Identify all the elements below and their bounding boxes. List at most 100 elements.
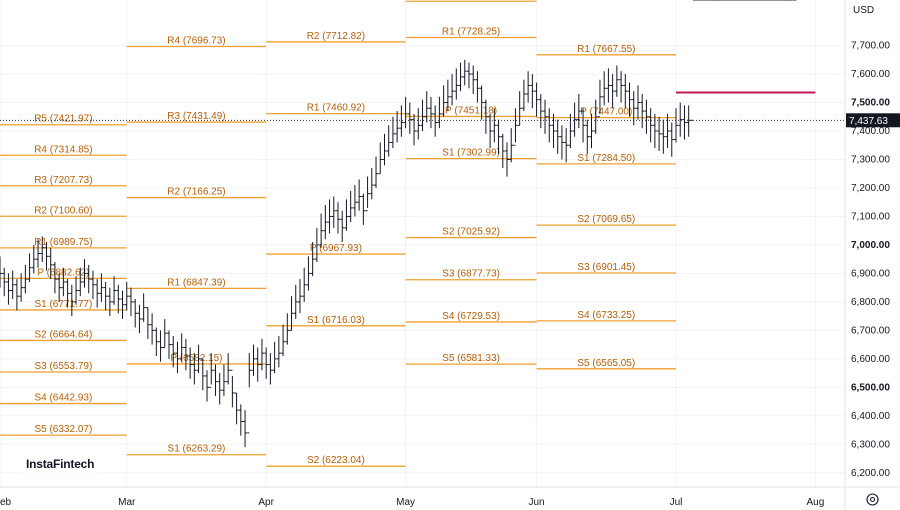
ohlc-bar [112, 276, 117, 305]
ohlc-bar [36, 239, 41, 268]
pivot-label-s2: S2 (7069.65) [577, 214, 635, 225]
y-axis-tick-label: 6,800.00 [851, 297, 890, 308]
ohlc-bar [158, 330, 163, 362]
ohlc-bar [640, 93, 645, 129]
ohlc-bar [116, 284, 121, 314]
last-price-label: 7,437.63 [849, 116, 888, 127]
ohlc-bar [205, 370, 210, 402]
ohlc-bar [517, 91, 522, 126]
ohlc-bar [86, 264, 91, 294]
ohlc-bar [555, 119, 560, 154]
ohlc-bar [475, 71, 480, 103]
ohlc-bar [14, 279, 19, 311]
ohlc-bar [564, 128, 569, 163]
ohlc-bar [534, 82, 539, 117]
ohlc-bar [264, 347, 269, 379]
ohlc-bar [82, 259, 87, 288]
pivot-label-r4: R4 (7314.85) [34, 144, 92, 155]
ohlc-bar [374, 156, 379, 188]
pivot-label-r2: R2 (7855.73) [442, 0, 500, 1]
ohlc-bar [221, 364, 226, 396]
pivot-label-s3: S3 (6901.45) [577, 262, 635, 273]
ohlc-bar [293, 284, 298, 319]
ohlc-bar [602, 71, 607, 106]
ohlc-bar [661, 119, 666, 154]
ohlc-bar [678, 102, 683, 137]
ohlc-bar [437, 96, 442, 129]
pivot-label-r1: R1 (7667.55) [577, 44, 635, 55]
ohlc-bar [378, 142, 383, 175]
ohlc-bar [319, 213, 324, 248]
ohlc-bar [251, 344, 256, 376]
ohlc-bar [107, 287, 112, 317]
ohlc-bar [162, 318, 167, 348]
ohlc-bar [492, 108, 497, 143]
ohlc-bar [690, 0, 695, 121]
pivot-label-s1: S1 (6716.03) [307, 315, 365, 326]
ohlc-bar [572, 102, 577, 137]
ohlc-bar [133, 299, 138, 328]
ohlc-bar [462, 59, 467, 86]
pivot-label-p: P (6967.93) [310, 243, 362, 254]
x-axis-month-label: May [396, 497, 415, 508]
ohlc-bar [682, 105, 687, 140]
ohlc-bar [40, 236, 45, 263]
ohlc-bar [686, 105, 691, 137]
y-axis-tick-label: 7,300.00 [851, 154, 890, 165]
ohlc-bar [150, 313, 155, 345]
settings-gear-icon[interactable] [866, 493, 879, 506]
ohlc-bar [526, 71, 531, 103]
ohlc-bar [652, 113, 657, 149]
ohlc-bar [395, 111, 400, 143]
pivot-label-r3: R3 (7431.49) [167, 111, 225, 122]
currency-label[interactable]: USD [853, 5, 875, 16]
ohlc-bar [314, 227, 319, 263]
y-axis-tick-label: 6,600.00 [851, 354, 890, 365]
ohlc-bar [217, 373, 222, 405]
pivot-label-p: P (7447.00) [580, 107, 632, 118]
ohlc-bar [416, 108, 421, 140]
ohlc-bar [65, 279, 70, 308]
ohlc-bar [145, 307, 150, 339]
ohlc-bar [171, 336, 176, 368]
x-axis-month-label: eb [0, 497, 12, 508]
ohlc-bar [483, 99, 488, 134]
ohlc-bar [234, 392, 239, 425]
ohlc-bar [505, 142, 509, 177]
ohlc-bar [243, 410, 248, 448]
ohlc-bar [424, 91, 429, 123]
ohlc-bar [230, 369, 235, 408]
ohlc-bar [635, 85, 640, 120]
ohlc-bar [141, 293, 146, 322]
ohlc-bar [428, 96, 433, 129]
ohlc-bar [433, 105, 438, 137]
ohlc-bar [268, 353, 273, 385]
y-axis-tick-label: 7,600.00 [851, 69, 890, 80]
ohlc-bar [644, 99, 649, 134]
y-axis-tick-label: 7,000.00 [851, 240, 890, 251]
ohlc-bar [90, 270, 95, 300]
ohlc-bar [340, 210, 345, 243]
x-axis-month-label: Mar [118, 497, 136, 508]
ohlc-bar [674, 108, 678, 143]
y-axis-tick-label: 6,200.00 [851, 468, 890, 479]
ohlc-bar [175, 341, 180, 374]
ohlc-bar [10, 270, 15, 300]
y-axis-tick-label: 7,200.00 [851, 183, 890, 194]
ohlc-bar [196, 344, 201, 374]
ohlc-bar [167, 330, 171, 359]
y-axis-tick-label: 7,500.00 [851, 98, 890, 109]
ohlc-bar [521, 79, 526, 112]
ohlc-bar [509, 128, 514, 163]
pivot-label-p: P (6582.15) [170, 353, 222, 364]
ohlc-bar [0, 256, 2, 288]
pivot-label-s5: S5 (6581.33) [442, 353, 500, 364]
ohlc-bar [27, 253, 32, 282]
pivot-label-s5: S5 (6565.05) [577, 358, 635, 369]
ohlc-bar [344, 199, 349, 231]
ohlc-bar [412, 113, 417, 146]
ohlc-bar [450, 74, 455, 106]
y-axis-tick-label: 6,300.00 [851, 439, 890, 450]
